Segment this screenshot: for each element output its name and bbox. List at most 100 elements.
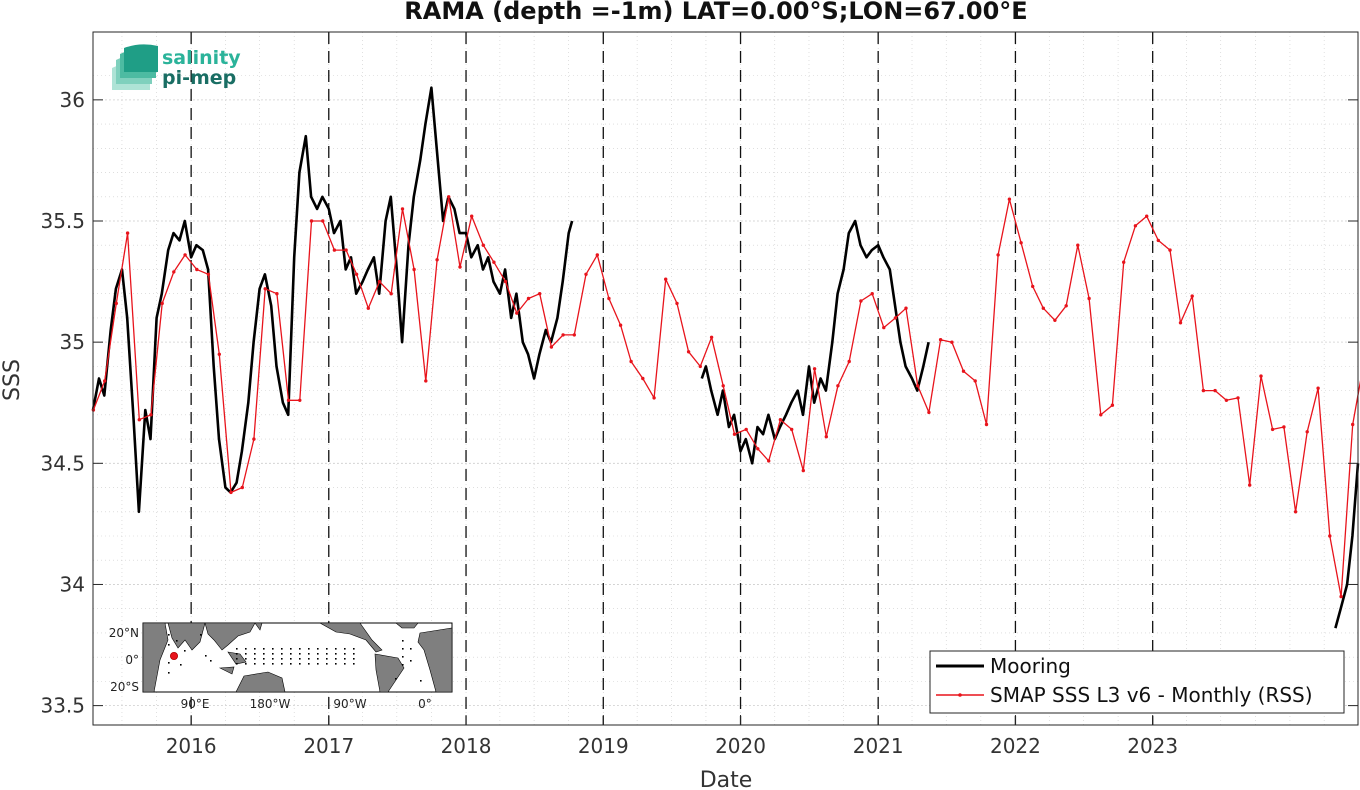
inset-lon-180w: 180°W	[250, 697, 291, 711]
x-tick-label: 2017	[303, 734, 354, 758]
smap-series-point	[332, 248, 337, 252]
inset-mooring-dot	[254, 663, 256, 665]
smap-series-point	[836, 384, 840, 388]
inset-mooring-dot	[168, 662, 170, 664]
inset-mooring-dot	[290, 658, 292, 660]
smap-series-point	[1224, 398, 1229, 402]
smap-series-point	[938, 338, 943, 342]
smap-series-point	[950, 340, 954, 344]
smap-series-point	[1339, 594, 1343, 599]
smap-series-point	[1122, 260, 1126, 264]
smap-series-point	[1019, 241, 1023, 245]
inset-mooring-dot	[245, 648, 247, 650]
inset-mooring-dot	[254, 653, 256, 655]
smap-series-point	[1190, 294, 1194, 298]
smap-series-point	[137, 418, 141, 422]
plot-frame	[92, 31, 1359, 726]
y-tick-label: 35.5	[40, 209, 85, 233]
smap-series-point	[812, 367, 817, 371]
inset-mooring-dot	[317, 658, 319, 660]
y-tick-label: 36	[60, 88, 85, 112]
inset-mooring-dot	[308, 653, 310, 655]
inset-mooring-dot	[326, 653, 328, 655]
inset-lon-0: 0°	[418, 697, 432, 711]
smap-series-point	[366, 306, 370, 310]
inset-mooring-dot	[402, 640, 404, 642]
smap-series-point	[882, 325, 886, 330]
mooring-series-line	[1334, 463, 1360, 629]
inset-mooring-dot	[272, 653, 274, 655]
smap-series-point	[744, 427, 748, 432]
series-layer	[91, 86, 1360, 629]
inset-mooring-dot	[236, 653, 238, 655]
smap-series-point	[458, 265, 462, 269]
smap-series-point	[1259, 374, 1263, 378]
smap-series-point	[595, 253, 599, 257]
smap-series-point	[183, 253, 187, 257]
smap-series-point	[400, 207, 405, 211]
smap-series-point	[481, 243, 485, 247]
smap-series-point	[870, 292, 874, 296]
smap-series-point	[584, 272, 588, 276]
inset-mooring-dot	[402, 656, 404, 658]
inset-mooring-dot	[317, 653, 319, 655]
inset-lon-90w: 90°W	[333, 697, 366, 711]
inset-mooring-dot	[236, 648, 238, 650]
smap-series-point	[1031, 284, 1035, 289]
inset-mooring-dot	[335, 658, 337, 660]
inset-map-location-marker	[169, 652, 178, 661]
minor-grid	[93, 32, 1358, 725]
smap-series-point	[1099, 413, 1103, 417]
smap-series-point	[344, 248, 348, 252]
smap-series-point	[790, 427, 794, 432]
x-tick-label: 2023	[1127, 734, 1178, 758]
inset-mooring-dot	[395, 678, 397, 680]
inset-mooring-dot	[245, 658, 247, 660]
y-tick-label: 34	[60, 572, 85, 596]
smap-series-point	[435, 258, 439, 262]
smap-series-point	[721, 384, 725, 388]
smap-series-point	[309, 219, 314, 223]
smap-series-point	[1201, 388, 1206, 393]
smap-series-line	[92, 196, 1360, 598]
smap-series-point	[996, 253, 1000, 257]
smap-series-point	[1007, 197, 1012, 201]
x-axis-ticks: 2016 2017 2018 2019 2020 2021 2022 2023	[166, 715, 1178, 758]
inset-mooring-dot	[344, 663, 346, 665]
inset-mooring-dot	[344, 653, 346, 655]
smap-series-point	[904, 306, 908, 310]
smap-series-point	[607, 296, 611, 301]
mooring-series-line	[700, 219, 930, 465]
inset-mooring-dot	[326, 648, 328, 650]
inset-mooring-dot	[281, 648, 283, 650]
smap-series-point	[859, 299, 863, 303]
inset-mooring-dot	[176, 640, 178, 642]
legend-mooring-label: Mooring	[990, 654, 1071, 678]
inset-mooring-dot	[272, 663, 274, 665]
smap-series-point	[1270, 427, 1275, 432]
inset-mooring-dot	[344, 648, 346, 650]
smap-series-point	[447, 195, 451, 199]
y-tick-label: 34.5	[40, 451, 85, 475]
smap-series-point	[984, 422, 989, 427]
inset-map-mooring-dots	[168, 634, 422, 682]
y-tick-label: 35	[60, 330, 85, 354]
smap-series-point	[641, 376, 645, 381]
inset-mooring-dot	[168, 644, 170, 646]
inset-mooring-dot	[245, 653, 247, 655]
smap-series-point	[652, 396, 656, 400]
x-tick-label: 2018	[441, 734, 492, 758]
x-tick-label: 2021	[853, 734, 904, 758]
inset-mooring-dot	[299, 653, 301, 655]
y-tick-label: 33.5	[40, 694, 85, 718]
inset-mooring-dot	[353, 653, 355, 655]
smap-series-point	[526, 296, 531, 301]
legend: Mooring SMAP SSS L3 v6 - Monthly (RSS)	[929, 650, 1345, 714]
smap-series-point	[149, 413, 153, 417]
y-axis-label: SSS	[0, 359, 25, 401]
smap-series-point	[240, 485, 244, 490]
inset-mooring-dot	[263, 658, 265, 660]
x-tick-label: 2020	[715, 734, 766, 758]
smap-series-point	[172, 270, 176, 274]
smap-series-point	[1293, 510, 1298, 514]
